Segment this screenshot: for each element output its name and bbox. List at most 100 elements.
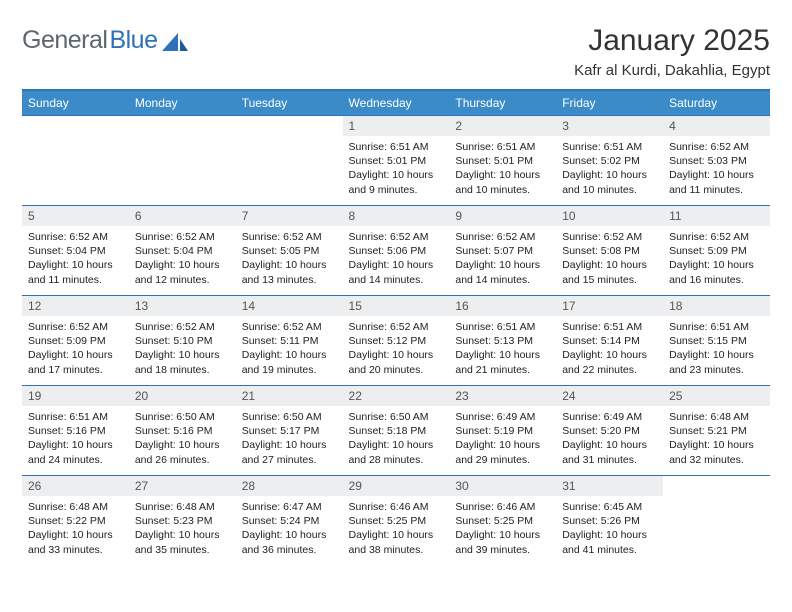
sunrise-text: Sunrise: 6:52 AM (349, 230, 444, 244)
day-number: 29 (343, 476, 450, 496)
title-block: January 2025 Kafr al Kurdi, Dakahlia, Eg… (574, 26, 770, 79)
sunrise-text: Sunrise: 6:51 AM (455, 140, 550, 154)
calendar-day-cell: 1Sunrise: 6:51 AMSunset: 5:01 PMDaylight… (343, 116, 450, 206)
calendar-body: 1Sunrise: 6:51 AMSunset: 5:01 PMDaylight… (22, 116, 770, 566)
daylight-text: Daylight: 10 hours and 29 minutes. (455, 438, 550, 466)
calendar-week-row: 26Sunrise: 6:48 AMSunset: 5:22 PMDayligh… (22, 476, 770, 566)
daylight-text: Daylight: 10 hours and 28 minutes. (349, 438, 444, 466)
day-details: Sunrise: 6:48 AMSunset: 5:21 PMDaylight:… (663, 406, 770, 473)
sunset-text: Sunset: 5:08 PM (562, 244, 657, 258)
day-details: Sunrise: 6:46 AMSunset: 5:25 PMDaylight:… (343, 496, 450, 563)
calendar-day-cell: 22Sunrise: 6:50 AMSunset: 5:18 PMDayligh… (343, 386, 450, 476)
day-number: 8 (343, 206, 450, 226)
day-details: Sunrise: 6:50 AMSunset: 5:16 PMDaylight:… (129, 406, 236, 473)
daylight-text: Daylight: 10 hours and 41 minutes. (562, 528, 657, 556)
day-details: Sunrise: 6:52 AMSunset: 5:08 PMDaylight:… (556, 226, 663, 293)
sunrise-text: Sunrise: 6:46 AM (349, 500, 444, 514)
daylight-text: Daylight: 10 hours and 14 minutes. (455, 258, 550, 286)
page-header: GeneralBlue January 2025 Kafr al Kurdi, … (22, 26, 770, 79)
sunrise-text: Sunrise: 6:47 AM (242, 500, 337, 514)
day-details: Sunrise: 6:51 AMSunset: 5:13 PMDaylight:… (449, 316, 556, 383)
calendar-day-cell: 4Sunrise: 6:52 AMSunset: 5:03 PMDaylight… (663, 116, 770, 206)
day-number: 30 (449, 476, 556, 496)
weekday-header: Sunday (22, 90, 129, 116)
sunrise-text: Sunrise: 6:48 AM (669, 410, 764, 424)
day-number: 14 (236, 296, 343, 316)
sunrise-text: Sunrise: 6:50 AM (242, 410, 337, 424)
calendar-day-cell: 14Sunrise: 6:52 AMSunset: 5:11 PMDayligh… (236, 296, 343, 386)
day-number: 24 (556, 386, 663, 406)
day-number: 11 (663, 206, 770, 226)
sunrise-text: Sunrise: 6:51 AM (455, 320, 550, 334)
day-number: 18 (663, 296, 770, 316)
calendar-day-cell: 13Sunrise: 6:52 AMSunset: 5:10 PMDayligh… (129, 296, 236, 386)
calendar-day-cell: 30Sunrise: 6:46 AMSunset: 5:25 PMDayligh… (449, 476, 556, 566)
sunset-text: Sunset: 5:11 PM (242, 334, 337, 348)
calendar-day-cell: 26Sunrise: 6:48 AMSunset: 5:22 PMDayligh… (22, 476, 129, 566)
day-details: Sunrise: 6:48 AMSunset: 5:22 PMDaylight:… (22, 496, 129, 563)
sunset-text: Sunset: 5:16 PM (28, 424, 123, 438)
sunset-text: Sunset: 5:19 PM (455, 424, 550, 438)
calendar-week-row: 12Sunrise: 6:52 AMSunset: 5:09 PMDayligh… (22, 296, 770, 386)
day-number: 1 (343, 116, 450, 136)
sunset-text: Sunset: 5:10 PM (135, 334, 230, 348)
day-number: 17 (556, 296, 663, 316)
day-details: Sunrise: 6:52 AMSunset: 5:03 PMDaylight:… (663, 136, 770, 203)
day-number: 22 (343, 386, 450, 406)
weekday-header: Thursday (449, 90, 556, 116)
day-number: 15 (343, 296, 450, 316)
day-details: Sunrise: 6:48 AMSunset: 5:23 PMDaylight:… (129, 496, 236, 563)
daylight-text: Daylight: 10 hours and 27 minutes. (242, 438, 337, 466)
sunrise-text: Sunrise: 6:51 AM (669, 320, 764, 334)
daylight-text: Daylight: 10 hours and 9 minutes. (349, 168, 444, 196)
day-details: Sunrise: 6:51 AMSunset: 5:16 PMDaylight:… (22, 406, 129, 473)
calendar-day-cell: 6Sunrise: 6:52 AMSunset: 5:04 PMDaylight… (129, 206, 236, 296)
sunset-text: Sunset: 5:04 PM (135, 244, 230, 258)
sunrise-text: Sunrise: 6:52 AM (242, 320, 337, 334)
day-number: 3 (556, 116, 663, 136)
sunrise-text: Sunrise: 6:46 AM (455, 500, 550, 514)
day-details: Sunrise: 6:52 AMSunset: 5:07 PMDaylight:… (449, 226, 556, 293)
day-details: Sunrise: 6:46 AMSunset: 5:25 PMDaylight:… (449, 496, 556, 563)
sunset-text: Sunset: 5:01 PM (455, 154, 550, 168)
day-details: Sunrise: 6:52 AMSunset: 5:11 PMDaylight:… (236, 316, 343, 383)
calendar-day-cell (22, 116, 129, 206)
daylight-text: Daylight: 10 hours and 12 minutes. (135, 258, 230, 286)
day-number: 7 (236, 206, 343, 226)
sunrise-text: Sunrise: 6:50 AM (349, 410, 444, 424)
weekday-header: Monday (129, 90, 236, 116)
sunset-text: Sunset: 5:20 PM (562, 424, 657, 438)
calendar-day-cell: 31Sunrise: 6:45 AMSunset: 5:26 PMDayligh… (556, 476, 663, 566)
sunset-text: Sunset: 5:06 PM (349, 244, 444, 258)
daylight-text: Daylight: 10 hours and 33 minutes. (28, 528, 123, 556)
sunrise-text: Sunrise: 6:51 AM (562, 320, 657, 334)
sunrise-text: Sunrise: 6:51 AM (349, 140, 444, 154)
calendar-day-cell: 10Sunrise: 6:52 AMSunset: 5:08 PMDayligh… (556, 206, 663, 296)
daylight-text: Daylight: 10 hours and 23 minutes. (669, 348, 764, 376)
sunrise-text: Sunrise: 6:52 AM (28, 230, 123, 244)
sunrise-text: Sunrise: 6:52 AM (135, 230, 230, 244)
sunrise-text: Sunrise: 6:52 AM (349, 320, 444, 334)
day-details: Sunrise: 6:52 AMSunset: 5:09 PMDaylight:… (22, 316, 129, 383)
sunset-text: Sunset: 5:02 PM (562, 154, 657, 168)
day-number: 5 (22, 206, 129, 226)
daylight-text: Daylight: 10 hours and 11 minutes. (669, 168, 764, 196)
calendar-day-cell: 24Sunrise: 6:49 AMSunset: 5:20 PMDayligh… (556, 386, 663, 476)
sunset-text: Sunset: 5:21 PM (669, 424, 764, 438)
calendar-day-cell (236, 116, 343, 206)
day-details: Sunrise: 6:50 AMSunset: 5:17 PMDaylight:… (236, 406, 343, 473)
brand-word-1: General (22, 26, 107, 55)
sunrise-text: Sunrise: 6:51 AM (562, 140, 657, 154)
day-number: 19 (22, 386, 129, 406)
sunset-text: Sunset: 5:14 PM (562, 334, 657, 348)
sunset-text: Sunset: 5:03 PM (669, 154, 764, 168)
day-details: Sunrise: 6:51 AMSunset: 5:14 PMDaylight:… (556, 316, 663, 383)
calendar-day-cell (663, 476, 770, 566)
day-details: Sunrise: 6:51 AMSunset: 5:02 PMDaylight:… (556, 136, 663, 203)
location-label: Kafr al Kurdi, Dakahlia, Egypt (574, 62, 770, 79)
calendar-day-cell: 12Sunrise: 6:52 AMSunset: 5:09 PMDayligh… (22, 296, 129, 386)
daylight-text: Daylight: 10 hours and 16 minutes. (669, 258, 764, 286)
day-number: 31 (556, 476, 663, 496)
daylight-text: Daylight: 10 hours and 38 minutes. (349, 528, 444, 556)
day-details: Sunrise: 6:52 AMSunset: 5:06 PMDaylight:… (343, 226, 450, 293)
